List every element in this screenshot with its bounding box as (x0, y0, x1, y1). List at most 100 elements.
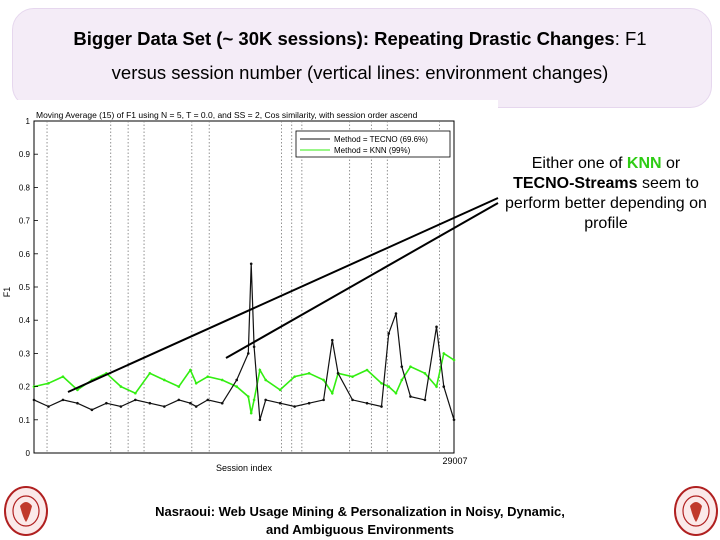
y-tick-label: 0.6 (19, 250, 31, 259)
callout-mid: or (661, 155, 681, 172)
tecno-point (235, 378, 239, 382)
tecno-point (293, 405, 296, 408)
y-tick-label: 0.1 (19, 416, 31, 425)
knn-point (380, 381, 383, 385)
tecno-point (278, 401, 282, 405)
tecno-point (365, 401, 369, 405)
tecno-point (442, 385, 446, 388)
tecno-point (330, 338, 334, 342)
tecno-point (189, 401, 192, 405)
tecno-point (264, 398, 267, 402)
chart-title: Moving Average (15) of F1 using N = 5, T… (36, 110, 418, 120)
university-seal-icon (674, 486, 718, 536)
y-tick-label: 0.2 (19, 383, 31, 392)
y-tick-label: 0.7 (19, 217, 31, 226)
callout-arrow-1 (67, 197, 499, 393)
y-tick-label: 0.4 (19, 316, 31, 325)
knn-point (351, 375, 354, 378)
tecno-point (194, 405, 198, 408)
slide-title-line1: Bigger Data Set (~ 30K sessions): Repeat… (20, 28, 700, 50)
series-layer (32, 262, 456, 422)
tecno-point (387, 332, 391, 335)
title-banner (12, 8, 712, 108)
environment-change-lines (46, 121, 440, 453)
tecno-point (90, 408, 94, 412)
y-tick-label: 0 (26, 449, 31, 458)
knn-point (252, 398, 256, 402)
knn-point (409, 365, 412, 368)
callout-knn: KNN (626, 155, 662, 172)
tecno-point (307, 401, 311, 405)
knn-point (194, 381, 198, 385)
x-end-label: 29007 (442, 456, 467, 466)
tecno-point (76, 401, 79, 405)
tecno-point (409, 395, 412, 398)
tecno-point (380, 405, 383, 408)
callout-post: seem to perform better depending on prof… (505, 175, 707, 232)
tecno-point (435, 325, 438, 329)
knn-point (365, 368, 369, 372)
y-tick-label: 0.8 (19, 183, 31, 192)
footer-line1: Nasraoui: Web Usage Mining & Personaliza… (155, 504, 565, 519)
tecno-point (163, 405, 166, 408)
tecno-point (177, 398, 181, 402)
knn-point (278, 388, 282, 392)
tecno-point (134, 398, 137, 402)
tecno-point (249, 262, 253, 266)
knn-point (47, 381, 50, 385)
knn-point (442, 352, 446, 355)
slide-title-bold: Bigger Data Set (~ 30K sessions): Repeat… (73, 28, 615, 49)
legend-tecno-label: Method = TECNO (69.6%) (334, 135, 428, 144)
tecno-point (220, 401, 224, 405)
footer: Nasraoui: Web Usage Mining & Personaliza… (150, 503, 570, 539)
tecno-point (206, 398, 210, 402)
axes-layer: 0 0.1 0.2 0.3 0.4 0.5 0.6 0.7 0.8 0.9 1 (19, 117, 38, 458)
knn-point (400, 378, 404, 382)
knn-point (177, 385, 181, 388)
knn-point (264, 378, 267, 382)
tecno-point (400, 365, 404, 368)
tecno-point (351, 398, 354, 402)
university-seal-icon (4, 486, 48, 536)
tecno-point (322, 398, 325, 402)
knn-point (220, 378, 224, 382)
callout-pre: Either one of (531, 155, 627, 172)
legend-knn-label: Method = KNN (99%) (334, 146, 411, 155)
legend-box (295, 130, 451, 158)
knn-point (76, 388, 79, 392)
knn-point (249, 411, 253, 415)
knn-point (387, 385, 391, 388)
callout-arrow-2 (225, 202, 499, 359)
knn-point (148, 372, 152, 375)
tecno-point (246, 352, 250, 355)
x-axis-label: Session index (216, 463, 273, 473)
knn-point (163, 378, 166, 382)
knn-point (189, 368, 192, 372)
tecno-point (32, 398, 36, 402)
knn-point (293, 375, 296, 378)
knn-point (246, 395, 250, 398)
knn-point (394, 391, 398, 395)
knn-point (322, 378, 325, 382)
knn-point (330, 391, 334, 395)
y-axis-label: F1 (2, 287, 12, 298)
tecno-point (423, 398, 427, 402)
tecno-point (47, 405, 50, 408)
knn-point (452, 358, 456, 362)
y-tick-label: 1 (26, 117, 31, 126)
y-tick-label: 0.5 (19, 283, 31, 292)
knn-point (435, 385, 438, 388)
callout-text: Either one of KNN or TECNO-Streams seem … (494, 154, 718, 234)
knn-point (119, 385, 123, 388)
footer-line2: and Ambiguous Environments (265, 522, 455, 537)
callout-arrows (67, 197, 499, 393)
legend: Method = TECNO (69.6%) Method = KNN (99%… (295, 130, 451, 158)
slide-title-rest: : F1 (614, 28, 647, 49)
tecno-point (394, 312, 398, 315)
knn-point (423, 372, 427, 375)
tecno-point (148, 401, 152, 405)
tecno-point (252, 345, 256, 349)
knn-point (258, 368, 262, 372)
tecno-point (61, 398, 65, 402)
